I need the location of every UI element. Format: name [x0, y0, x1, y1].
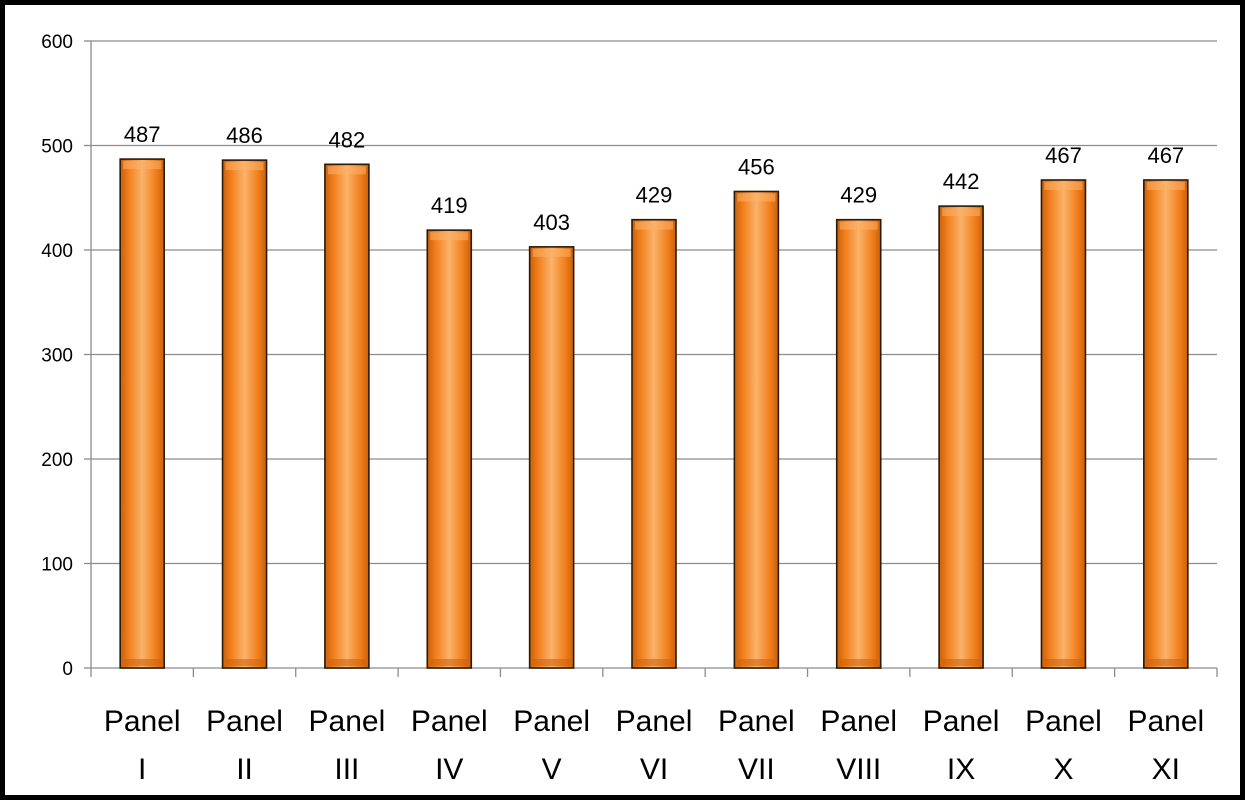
labels: 0 100 200 300 400 500 600 487 Panel I 486 Panel II 48…: [41, 32, 1204, 786]
bar: [528, 246, 575, 669]
bar-shade: [635, 659, 673, 666]
bar: [733, 190, 780, 669]
bar-shade: [839, 659, 878, 666]
bar-highlight: [942, 208, 981, 217]
bar-shade: [123, 659, 162, 666]
bar: [221, 159, 268, 669]
y-tick-label: 100: [41, 555, 73, 576]
bar-highlight: [327, 166, 366, 175]
y-tick-label: 200: [41, 450, 73, 471]
bar-group: [528, 246, 575, 669]
bar: [938, 205, 984, 669]
bar-highlight: [430, 232, 469, 241]
x-tick-label: Panel VI: [616, 705, 693, 786]
bar-shade: [225, 659, 264, 666]
bar-group: [1143, 179, 1189, 669]
y-tick-label: 300: [41, 346, 73, 367]
bar: [835, 218, 882, 669]
bar-shade: [942, 659, 981, 666]
data-label: 467: [1147, 143, 1184, 168]
bar-group: [119, 158, 165, 669]
x-tick-label: Panel IV: [411, 705, 488, 786]
bar: [119, 158, 165, 669]
data-label: 429: [840, 183, 877, 208]
bar-group: [835, 218, 882, 669]
bar-group: [1040, 179, 1087, 669]
bar-highlight: [532, 248, 571, 257]
data-label: 486: [226, 123, 263, 148]
x-tick-label: Panel II: [206, 705, 283, 786]
bar-highlight: [1146, 181, 1185, 190]
bar: [324, 163, 370, 669]
bar-shade: [532, 659, 571, 666]
bar-group: [631, 218, 677, 669]
bar: [631, 218, 677, 669]
data-label: 456: [738, 154, 775, 179]
bar: [1143, 179, 1189, 669]
bar-highlight: [1044, 181, 1083, 190]
x-tick-label: Panel VII: [718, 705, 795, 786]
data-label: 419: [431, 193, 468, 218]
data-label: 403: [533, 210, 570, 235]
bar-highlight: [839, 221, 878, 230]
x-tick-label: Panel III: [309, 705, 386, 786]
bar-highlight: [225, 162, 264, 171]
bar: [426, 229, 473, 669]
bar-highlight: [635, 221, 673, 230]
gridlines: [91, 40, 1217, 565]
y-tick-label: 500: [41, 137, 73, 158]
data-label: 487: [124, 122, 161, 147]
bar-highlight: [737, 193, 776, 202]
data-label: 429: [636, 183, 673, 208]
x-tick-label: Panel I: [104, 705, 181, 786]
bar-shade: [1044, 659, 1083, 666]
bar-group: [938, 205, 984, 669]
bar-group: [221, 159, 268, 669]
x-tick-label: Panel V: [513, 705, 590, 786]
x-tick-label: Panel IX: [923, 705, 1000, 786]
x-tick-label: Panel XI: [1127, 705, 1204, 786]
bar: [1040, 179, 1087, 669]
bar-shade: [327, 659, 366, 666]
y-tick-label: 600: [41, 32, 73, 53]
x-tick-label: Panel X: [1025, 705, 1102, 786]
bar-group: [324, 163, 370, 669]
bars: [119, 158, 1189, 669]
data-label: 467: [1045, 143, 1082, 168]
x-tick-label: Panel VIII: [820, 705, 897, 786]
bar-group: [733, 190, 780, 669]
data-label: 442: [943, 169, 980, 194]
bar-highlight: [123, 161, 162, 170]
bar-shade: [737, 659, 776, 666]
bar-group: [426, 229, 473, 669]
bar-shade: [430, 659, 469, 666]
y-tick-label: 0: [62, 659, 73, 680]
y-tick-label: 400: [41, 241, 73, 262]
bar-shade: [1146, 659, 1185, 666]
data-label: 482: [329, 127, 366, 152]
